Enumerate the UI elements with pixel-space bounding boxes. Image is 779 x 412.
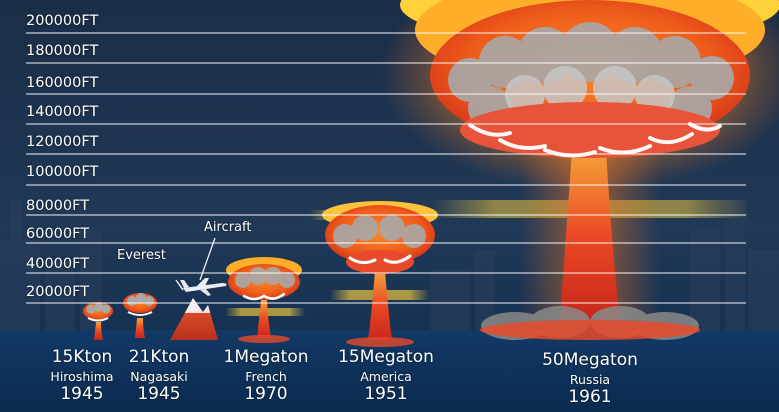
bomb-caption-french: 1Megaton French 1970 <box>214 347 318 404</box>
altitude-gridlines <box>26 32 746 304</box>
bomb-year: 1970 <box>244 383 288 404</box>
mushroom-cloud-15mt <box>310 201 440 347</box>
altitude-label-180000: 180000FT <box>26 43 99 59</box>
mushroom-cloud-15kt <box>83 302 113 340</box>
bomb-caption-russia: 50Megaton Russia 1961 <box>528 350 652 407</box>
altitude-label-40000: 40000FT <box>26 256 90 272</box>
bomb-yield: 15Kton <box>51 347 113 367</box>
airplane-icon <box>175 278 227 296</box>
bomb-yield: 1Megaton <box>223 347 309 367</box>
bomb-caption-america: 15Megaton America 1951 <box>326 347 446 404</box>
bomb-place: French <box>245 368 287 384</box>
bomb-year: 1945 <box>137 383 181 404</box>
altitude-label-200000: 200000FT <box>26 13 99 29</box>
bomb-place: America <box>360 368 412 384</box>
altitude-label-120000: 120000FT <box>26 134 99 150</box>
bomb-yield: 21Kton <box>128 347 190 367</box>
bomb-caption-hiroshima: 15Kton Hiroshima 1945 <box>42 347 122 404</box>
bomb-year: 1951 <box>364 383 408 404</box>
altitude-label-160000: 160000FT <box>26 75 99 91</box>
bomb-caption-nagasaki: 21Kton Nagasaki 1945 <box>120 347 198 404</box>
bomb-year: 1961 <box>568 386 612 407</box>
bomb-year: 1945 <box>60 383 104 404</box>
bomb-yield: 50Megaton <box>542 350 638 370</box>
bomb-place: Russia <box>569 371 611 387</box>
altitude-label-140000: 140000FT <box>26 104 99 120</box>
altitude-label-100000: 100000FT <box>26 164 99 180</box>
bomb-place: Hiroshima <box>50 368 114 384</box>
altitude-label-80000: 80000FT <box>26 198 90 214</box>
altitude-label-20000: 20000FT <box>26 284 90 300</box>
mushroom-cloud-50mt <box>380 0 779 340</box>
aircraft-label: Aircraft <box>204 220 252 235</box>
altitude-label-60000: 60000FT <box>26 226 90 242</box>
bomb-place: Nagasaki <box>130 368 188 384</box>
bomb-yield: 15Megaton <box>338 347 434 367</box>
mountain-everest <box>170 298 218 340</box>
everest-label: Everest <box>117 248 166 263</box>
